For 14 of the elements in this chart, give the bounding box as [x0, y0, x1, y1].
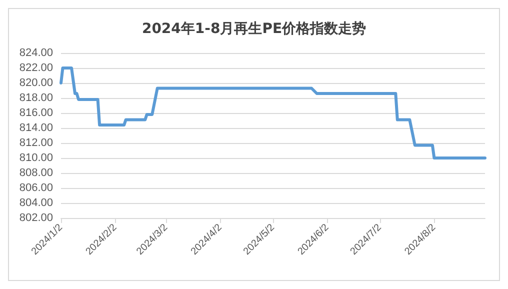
y-tick-label: 808.00 — [19, 167, 53, 179]
y-tick-label: 802.00 — [19, 212, 53, 224]
y-tick-label: 818.00 — [19, 92, 53, 104]
y-tick-label: 812.00 — [19, 137, 53, 149]
line-series — [60, 66, 486, 160]
y-tick-label: 806.00 — [19, 182, 53, 194]
y-tick-label: 824.00 — [19, 47, 53, 59]
y-tick-label: 822.00 — [19, 62, 53, 74]
y-tick-label: 816.00 — [19, 107, 53, 119]
y-tick-label: 804.00 — [19, 197, 53, 209]
y-tick-label: 810.00 — [19, 152, 53, 164]
chart-title: 2024年1-8月再生PE价格指数走势 — [142, 21, 366, 37]
y-tick-label: 814.00 — [19, 122, 53, 134]
y-tick-label: 820.00 — [19, 77, 53, 89]
